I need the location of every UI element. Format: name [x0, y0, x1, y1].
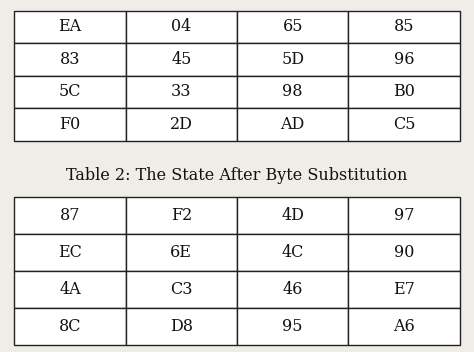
Bar — [126, 234, 237, 271]
Text: A6: A6 — [393, 318, 415, 335]
Bar — [348, 271, 460, 308]
Bar — [14, 108, 126, 141]
Text: 8C: 8C — [59, 318, 81, 335]
Text: B0: B0 — [393, 83, 415, 100]
Text: 90: 90 — [394, 244, 414, 261]
Text: Table 2: The State After Byte Substitution: Table 2: The State After Byte Substituti… — [66, 168, 408, 184]
Text: E7: E7 — [393, 281, 415, 298]
Bar — [126, 43, 237, 76]
Bar — [237, 234, 348, 271]
Bar — [237, 308, 348, 345]
Bar — [126, 197, 237, 234]
Text: 85: 85 — [394, 18, 414, 35]
Bar — [348, 43, 460, 76]
Bar — [237, 11, 348, 43]
Text: EC: EC — [58, 244, 82, 261]
Text: 45: 45 — [171, 51, 191, 68]
Bar — [14, 11, 126, 43]
Bar — [126, 271, 237, 308]
Bar — [348, 197, 460, 234]
Bar — [237, 197, 348, 234]
Text: 46: 46 — [283, 281, 303, 298]
Text: 04: 04 — [171, 18, 191, 35]
Bar — [126, 11, 237, 43]
Text: D8: D8 — [170, 318, 193, 335]
Text: EA: EA — [58, 18, 82, 35]
Text: 97: 97 — [394, 207, 414, 224]
Bar — [14, 197, 126, 234]
Text: 5C: 5C — [59, 83, 81, 100]
Bar — [14, 76, 126, 108]
Text: 5D: 5D — [281, 51, 304, 68]
Bar — [237, 76, 348, 108]
Bar — [348, 108, 460, 141]
Bar — [348, 308, 460, 345]
Bar — [348, 234, 460, 271]
Text: 4A: 4A — [59, 281, 81, 298]
Bar — [348, 11, 460, 43]
Bar — [126, 108, 237, 141]
Text: F0: F0 — [59, 116, 81, 133]
Text: 33: 33 — [171, 83, 191, 100]
Bar — [237, 271, 348, 308]
Text: 83: 83 — [60, 51, 80, 68]
Text: 4C: 4C — [282, 244, 304, 261]
Bar — [14, 43, 126, 76]
Bar — [14, 271, 126, 308]
Bar — [126, 308, 237, 345]
Text: 98: 98 — [283, 83, 303, 100]
Text: 96: 96 — [394, 51, 414, 68]
Text: 4D: 4D — [281, 207, 304, 224]
Text: 6E: 6E — [170, 244, 192, 261]
Text: 87: 87 — [60, 207, 80, 224]
Bar — [14, 234, 126, 271]
Bar — [126, 76, 237, 108]
Text: AD: AD — [281, 116, 305, 133]
Bar — [237, 43, 348, 76]
Text: 95: 95 — [283, 318, 303, 335]
Text: C5: C5 — [393, 116, 415, 133]
Text: F2: F2 — [171, 207, 192, 224]
Bar — [237, 108, 348, 141]
Text: C3: C3 — [170, 281, 192, 298]
Bar — [14, 308, 126, 345]
Text: 2D: 2D — [170, 116, 193, 133]
Text: 65: 65 — [283, 18, 303, 35]
Bar — [348, 76, 460, 108]
